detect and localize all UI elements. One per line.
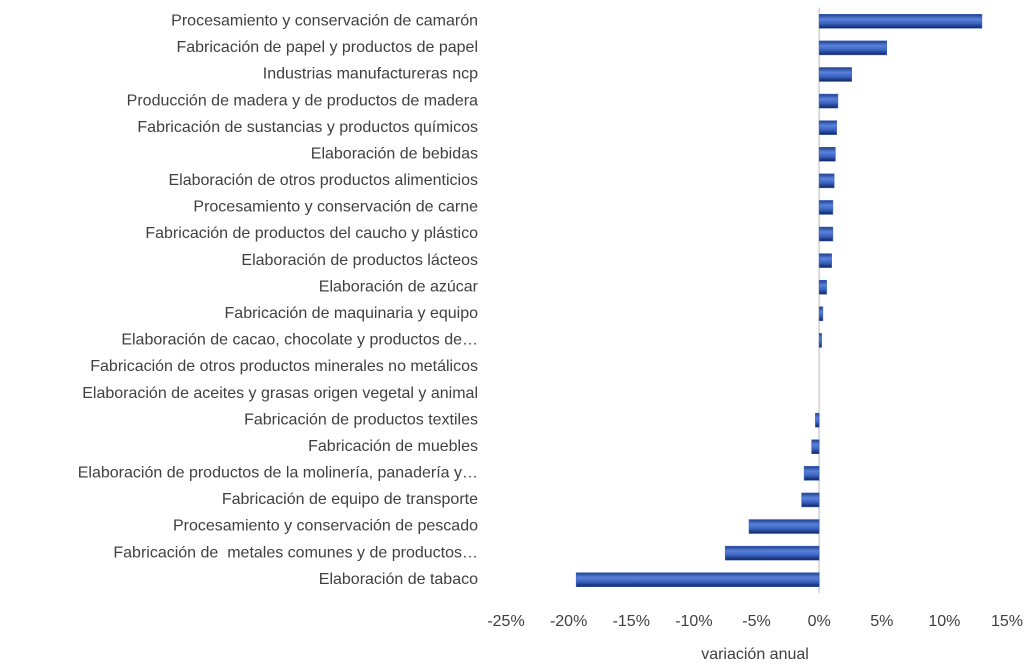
category-label: Elaboración de cacao, chocolate y produc…	[121, 332, 478, 349]
category-label: Elaboración de bebidas	[311, 145, 478, 162]
category-label: Elaboración de tabaco	[319, 571, 478, 588]
category-label: Procesamiento y conservación de carne	[193, 199, 478, 216]
x-tick-label: 10%	[928, 613, 960, 630]
category-label: Fabricación de equipo de transporte	[222, 491, 478, 508]
category-label: Fabricación de muebles	[308, 438, 478, 455]
bar	[575, 572, 820, 587]
x-axis-title: variación anual	[701, 646, 809, 663]
category-label: Elaboración de aceites y grasas origen v…	[82, 385, 478, 402]
x-tick-label: -5%	[742, 613, 770, 630]
bar	[748, 519, 820, 534]
bar	[724, 545, 820, 561]
x-tick-label: -10%	[675, 613, 712, 630]
bar	[818, 40, 888, 56]
bar	[818, 93, 839, 109]
x-tick-label: 15%	[991, 613, 1023, 630]
bar	[818, 173, 835, 189]
category-label: Elaboración de productos lácteos	[241, 252, 478, 269]
category-label: Elaboración de otros productos alimentic…	[169, 172, 479, 189]
bar	[818, 253, 832, 268]
category-label: Fabricación de maquinaria y equipo	[225, 305, 479, 322]
category-label: Procesamiento y conservación de pescado	[173, 518, 478, 535]
bar	[818, 226, 834, 242]
category-label: Elaboración de productos de la molinería…	[78, 465, 478, 482]
x-tick-label: 0%	[808, 613, 831, 630]
bar	[818, 279, 827, 295]
bar	[815, 412, 820, 428]
bar	[811, 439, 820, 454]
x-tick-label: -20%	[550, 613, 587, 630]
category-label: Elaboración de azúcar	[319, 278, 479, 295]
bar	[801, 492, 820, 508]
bar	[818, 14, 983, 29]
x-tick-label: -15%	[613, 613, 650, 630]
bar	[803, 466, 820, 481]
category-label: Procesamiento y conservación de camarón	[171, 13, 478, 30]
category-label: Fabricación de productos textiles	[244, 411, 478, 428]
x-tick-label: 5%	[870, 613, 893, 630]
category-label: Fabricación de metales comunes y de prod…	[113, 544, 478, 561]
x-tick-label: -25%	[487, 613, 524, 630]
category-label: Fabricación de papel y productos de pape…	[176, 39, 478, 56]
bar	[818, 67, 852, 82]
category-label: Fabricación de productos del caucho y pl…	[145, 225, 478, 242]
category-label: Industrias manufactureras ncp	[263, 66, 478, 83]
category-label: Fabricación de sustancias y productos qu…	[137, 119, 478, 136]
category-label: Producción de madera y de productos de m…	[127, 92, 478, 109]
bar	[818, 200, 834, 215]
bar	[818, 120, 837, 135]
bar	[818, 306, 824, 322]
category-label: Fabricación de otros productos minerales…	[90, 358, 478, 375]
bar	[818, 147, 836, 162]
bar	[818, 333, 822, 348]
